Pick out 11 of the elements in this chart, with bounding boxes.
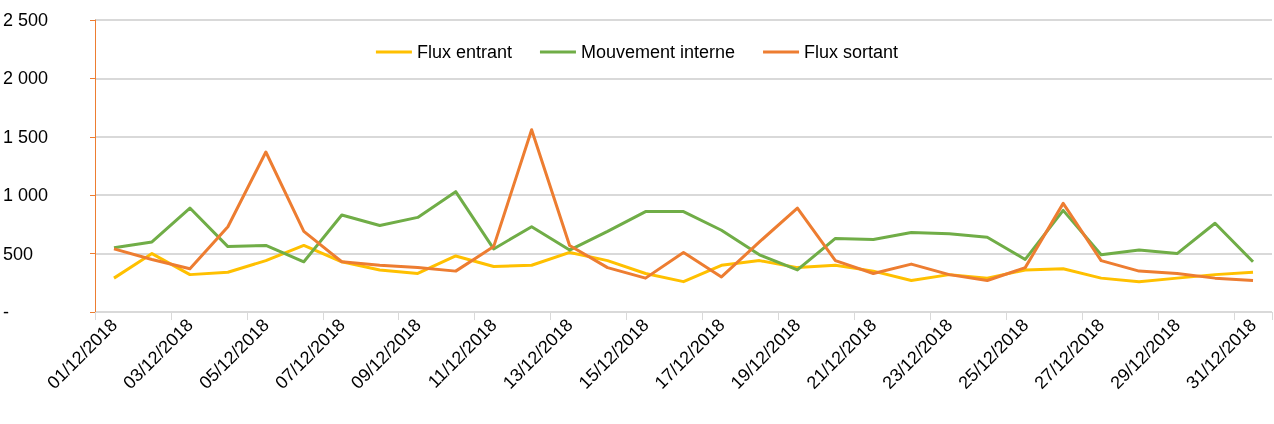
legend-label: Flux sortant xyxy=(804,42,899,62)
legend-label: Flux entrant xyxy=(416,42,512,62)
y-tick-label: 2 500 xyxy=(3,10,49,30)
y-tick-label: 500 xyxy=(3,243,34,264)
line-series xyxy=(112,128,1255,282)
y-tick-label: 1 500 xyxy=(3,126,49,147)
line-series xyxy=(112,190,1255,272)
y-tick-label: - xyxy=(3,302,9,322)
y-tick-label: 2 000 xyxy=(3,68,49,89)
legend-label: Mouvement interne xyxy=(580,42,736,62)
y-tick-label: 1 000 xyxy=(3,185,49,206)
